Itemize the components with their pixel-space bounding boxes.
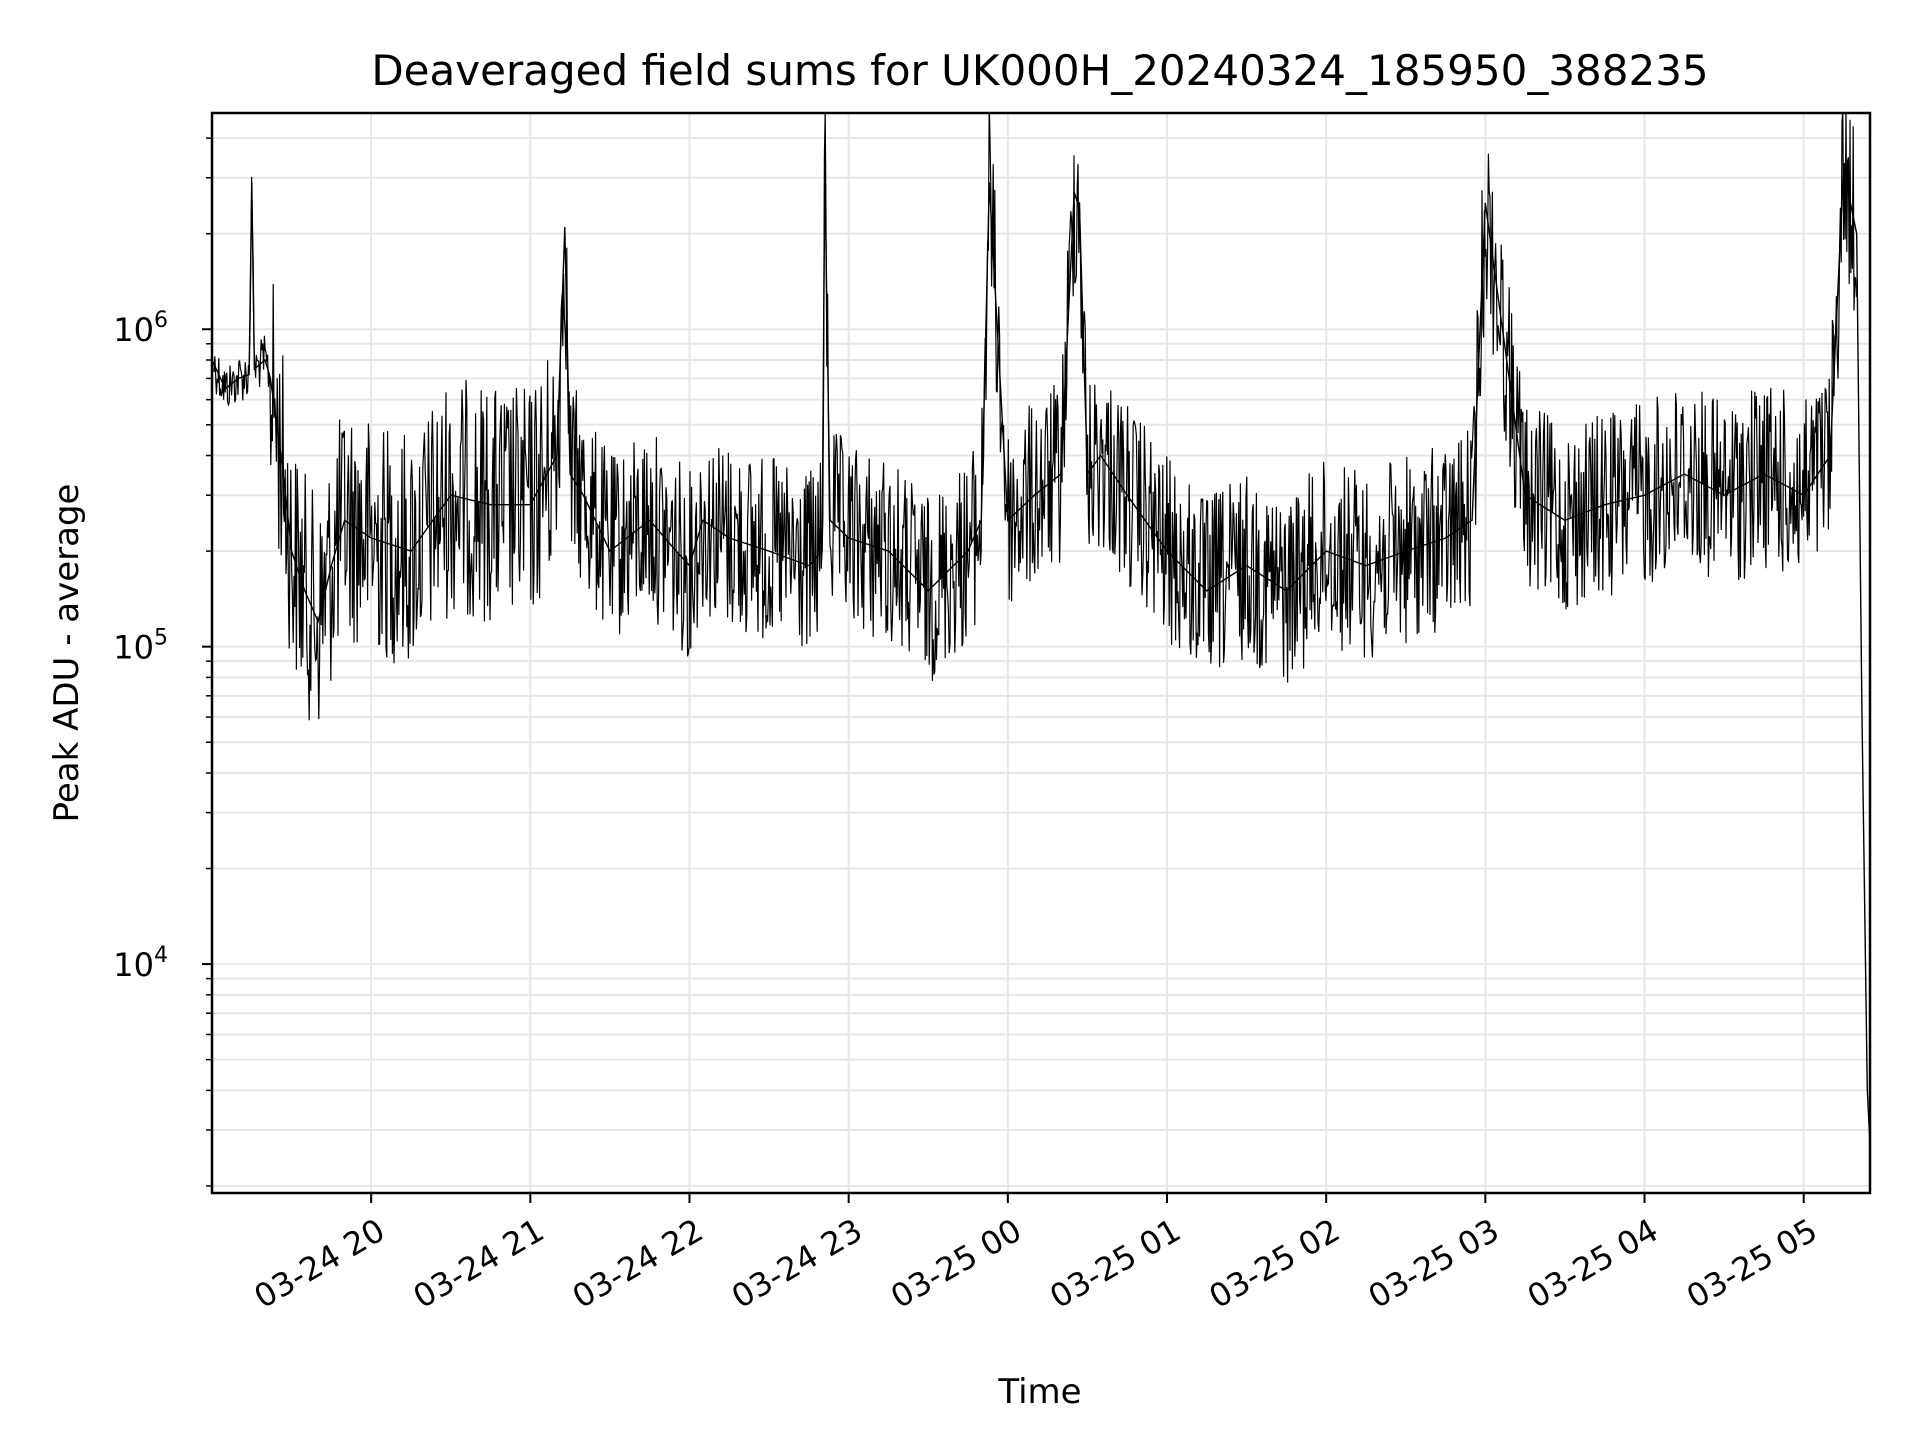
series-layer [212,168,1870,1145]
y-tick-exponent: 6 [154,308,168,333]
chart-title: Deaveraged field sums for UK000H_2024032… [371,46,1708,95]
y-tick-exponent: 4 [154,943,168,968]
series-detail-path [213,113,1857,721]
y-tick-base: 10 [113,629,154,667]
y-tick-label: 105 [113,626,168,667]
y-tick-exponent: 5 [154,626,168,651]
plot-area-frame [210,111,1872,1195]
y-tick-base: 10 [113,311,154,349]
y-tick-base: 10 [113,946,154,984]
x-axis-label: Time [997,1372,1081,1412]
y-tick-label: 104 [113,943,168,984]
y-tick-label: 106 [113,308,168,349]
series-line [212,168,1870,1145]
y-axis-label: Peak ADU - average [47,484,87,823]
data-line-detail [213,113,1857,721]
